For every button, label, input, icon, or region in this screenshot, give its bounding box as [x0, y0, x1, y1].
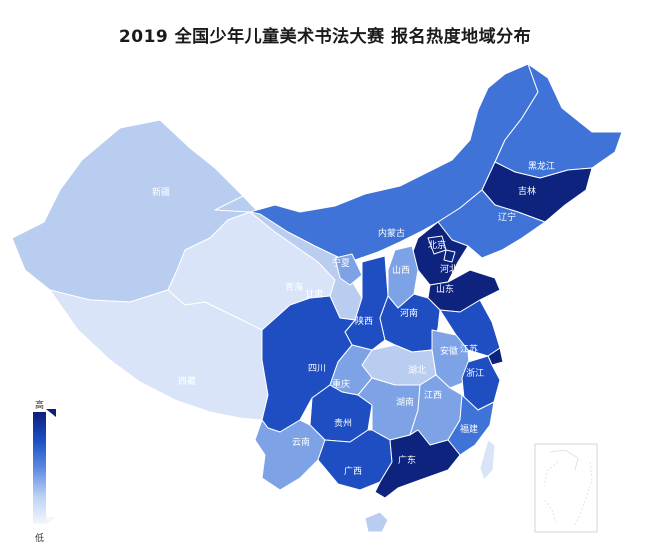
label-henan: 河南 — [400, 307, 418, 319]
province-fujian[interactable] — [447, 394, 495, 456]
label-guangxi: 广西 — [344, 465, 362, 477]
label-sichuan: 四川 — [308, 364, 326, 374]
legend-high-label: 高 — [35, 401, 45, 411]
label-jilin: 吉林 — [518, 185, 536, 197]
label-shandong: 山东 — [436, 283, 454, 295]
province-henan[interactable] — [379, 293, 441, 353]
province-labels: 新疆 西藏 青海 甘肃 内蒙古 黑龙江 吉林 辽宁 北京 河北 山西 山东 宁夏… — [152, 160, 555, 477]
province-ningxia[interactable] — [334, 253, 363, 286]
label-fujian: 福建 — [460, 423, 478, 435]
label-guangdong: 广东 — [398, 454, 416, 466]
label-xinjiang: 新疆 — [152, 186, 170, 198]
map-title: 2019 全国少年儿童美术书法大赛 报名热度地域分布 — [118, 27, 532, 47]
label-shanxi: 山西 — [392, 265, 410, 276]
label-jiangxi: 江西 — [424, 390, 442, 401]
label-zhejiang: 浙江 — [466, 367, 484, 379]
province-tianjin[interactable] — [443, 249, 456, 263]
label-anhui: 安徽 — [440, 345, 458, 357]
label-neimenggu: 内蒙古 — [378, 227, 405, 239]
label-beijing: 北京 — [428, 239, 446, 251]
legend-low-handle[interactable] — [46, 517, 56, 525]
label-guizhou: 贵州 — [334, 417, 352, 429]
label-hunan: 湖南 — [396, 396, 414, 408]
label-yunnan: 云南 — [292, 436, 310, 448]
province-guangdong[interactable] — [374, 429, 461, 499]
label-shaanxi: 陕西 — [355, 315, 373, 327]
legend-high-handle[interactable] — [46, 409, 56, 417]
label-gansu: 甘肃 — [305, 288, 323, 300]
label-qinghai: 青海 — [285, 281, 303, 293]
province-yunnan[interactable] — [254, 419, 326, 491]
label-xizang: 西藏 — [178, 375, 196, 387]
label-heilongjiang: 黑龙江 — [528, 160, 555, 172]
province-taiwan[interactable] — [479, 439, 496, 481]
label-liaoning: 辽宁 — [498, 211, 516, 223]
label-hebei: 河北 — [440, 263, 458, 275]
legend-low-label: 低 — [35, 534, 45, 544]
label-ningxia: 宁夏 — [332, 257, 350, 269]
label-chongqing: 重庆 — [332, 378, 350, 390]
south-china-sea-inset — [534, 443, 598, 533]
label-hubei: 湖北 — [408, 365, 426, 376]
province-hainan[interactable] — [364, 511, 389, 533]
label-jiangsu: 江苏 — [460, 343, 478, 355]
legend-gradient-bar — [33, 412, 46, 524]
